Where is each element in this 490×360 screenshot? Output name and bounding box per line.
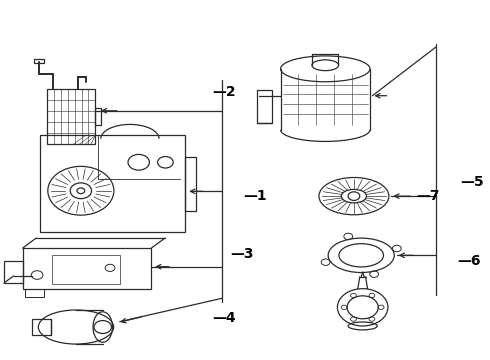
Bar: [25, 289, 45, 297]
Bar: [40, 135, 185, 232]
Bar: [257, 90, 272, 123]
Text: —4: —4: [212, 311, 236, 325]
Text: —5: —5: [460, 175, 484, 189]
Bar: [52, 255, 120, 284]
Bar: [32, 319, 51, 335]
Bar: [47, 89, 96, 144]
Text: —7: —7: [416, 189, 440, 203]
Bar: [4, 261, 23, 283]
Bar: [34, 59, 44, 63]
Bar: [96, 108, 101, 125]
Bar: [185, 157, 196, 211]
Text: —6: —6: [457, 254, 481, 268]
Text: —3: —3: [230, 247, 253, 261]
Text: —1: —1: [244, 189, 267, 203]
Text: —2: —2: [212, 85, 236, 99]
Bar: [23, 248, 151, 289]
